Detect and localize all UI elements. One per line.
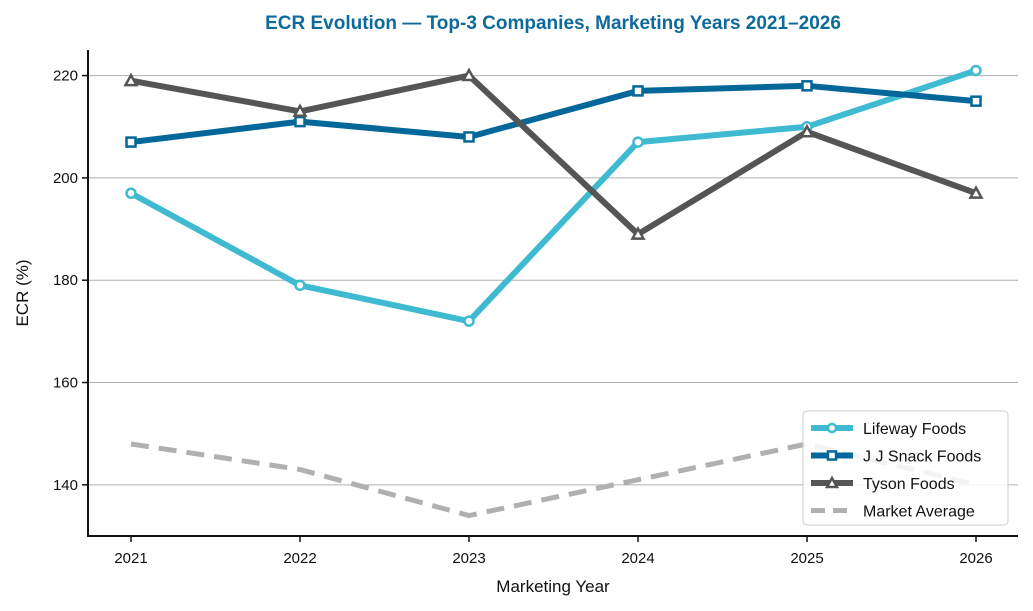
y-tick-label: 160 <box>53 375 78 392</box>
chart-title: ECR Evolution — Top-3 Companies, Marketi… <box>265 13 841 34</box>
series-line <box>130 441 977 519</box>
marker-square <box>463 131 475 143</box>
legend-item: Lifeway Foods <box>811 421 966 438</box>
marker-triangle <box>824 475 840 489</box>
y-tick-label: 200 <box>53 170 78 187</box>
legend-item: Market Average <box>811 504 975 521</box>
marker-triangle <box>799 123 815 138</box>
marker-circle <box>294 279 306 292</box>
marker-circle <box>632 136 644 148</box>
marker-circle <box>463 315 475 327</box>
series-market-average <box>130 441 977 519</box>
y-tick-label: 220 <box>53 68 78 85</box>
legend-box <box>802 410 1009 526</box>
legend-item: J J Snack Foods <box>811 449 981 466</box>
marker-circle <box>826 422 838 434</box>
legend: Lifeway Foods J J Snack Foods Tyson Foods M… <box>802 410 1009 526</box>
legend-label: Lifeway Foods <box>863 421 966 438</box>
x-tick-label: 2026 <box>959 550 992 567</box>
marker-square <box>826 450 838 461</box>
x-tick-label: 2022 <box>283 550 316 567</box>
y-tick-label: 180 <box>53 272 78 289</box>
legend-label: Tyson Foods <box>863 476 955 493</box>
marker-triangle <box>461 67 477 82</box>
series-line <box>130 82 977 146</box>
marker-triangle <box>968 185 984 199</box>
marker-square <box>125 136 137 148</box>
series-line <box>129 67 977 325</box>
marker-triangle <box>292 103 308 118</box>
axes: 140 160 180 200 220 2021 2022 2023 2024 2025 2026 <box>53 50 1018 567</box>
x-tick-label: 2023 <box>452 550 485 567</box>
legend-label: J J Snack Foods <box>863 449 981 466</box>
marker-square <box>632 85 644 97</box>
series-lines <box>123 64 984 519</box>
x-tick-label: 2024 <box>621 550 654 567</box>
series-lifeway-foods <box>125 64 982 327</box>
legend-item: Tyson Foods <box>811 475 955 493</box>
marker-triangle <box>123 72 139 87</box>
marker-square <box>294 115 306 128</box>
series-line <box>130 72 978 238</box>
marker-square <box>801 80 813 92</box>
x-tick-label: 2025 <box>790 550 823 567</box>
legend-label: Market Average <box>863 504 975 521</box>
y-axis-label: ECR (%) <box>13 259 32 326</box>
x-tick-label: 2021 <box>114 550 147 567</box>
series-tyson-foods <box>123 67 984 240</box>
marker-triangle <box>630 226 646 240</box>
marker-circle <box>125 187 137 199</box>
series-j-j-snack-foods <box>125 80 982 148</box>
y-tick-label: 140 <box>53 477 78 494</box>
marker-square <box>970 95 982 107</box>
x-axis-label: Marketing Year <box>496 577 610 596</box>
marker-circle <box>970 64 982 77</box>
